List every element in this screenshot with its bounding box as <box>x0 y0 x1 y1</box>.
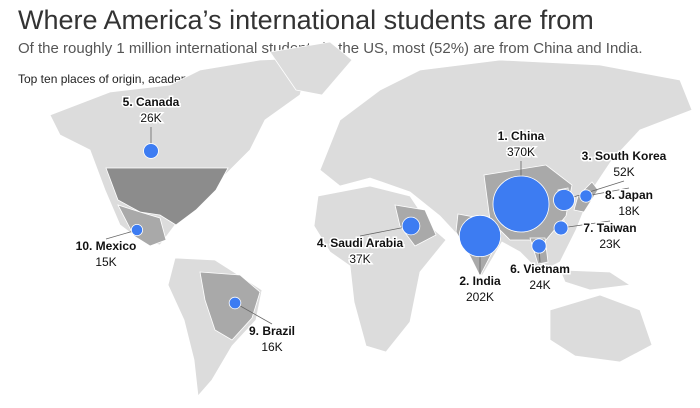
bubble <box>143 143 159 159</box>
value-label: 23K <box>599 237 620 251</box>
bubble <box>130 223 144 237</box>
value-label: 24K <box>529 278 550 292</box>
bubble <box>492 175 550 233</box>
chart-title: Where America’s international students a… <box>18 5 594 35</box>
bubble-label: 7. Taiwan <box>583 221 636 235</box>
bubble <box>458 214 502 258</box>
bubble-label: 6. Vietnam <box>510 262 570 276</box>
bubble-label: 9. Brazil <box>249 324 295 338</box>
bubble-label: 2. India <box>459 274 501 288</box>
bubble-label: 4. Saudi Arabia <box>317 236 404 250</box>
bubble-label: 1. China <box>498 129 545 143</box>
value-label: 202K <box>466 290 494 304</box>
value-label: 52K <box>613 165 634 179</box>
leader-line <box>234 302 273 325</box>
value-label: 26K <box>140 111 161 125</box>
value-label: 16K <box>261 340 282 354</box>
value-label: 18K <box>618 204 639 218</box>
bubble-label: 3. South Korea <box>582 149 667 163</box>
bubble <box>553 220 569 236</box>
bubble <box>531 238 547 254</box>
leader-line <box>560 220 611 229</box>
bubble <box>401 216 421 236</box>
bubble-label: 8. Japan <box>605 188 653 202</box>
bubble <box>228 296 242 310</box>
bubble <box>553 189 575 211</box>
value-label: 370K <box>507 145 535 159</box>
value-label: 37K <box>349 252 370 266</box>
bubble <box>579 189 593 203</box>
leader-line <box>585 187 630 197</box>
value-label: 15K <box>95 255 116 269</box>
bubble-label: 10. Mexico <box>76 239 137 253</box>
bubble-label: 5. Canada <box>123 95 180 109</box>
